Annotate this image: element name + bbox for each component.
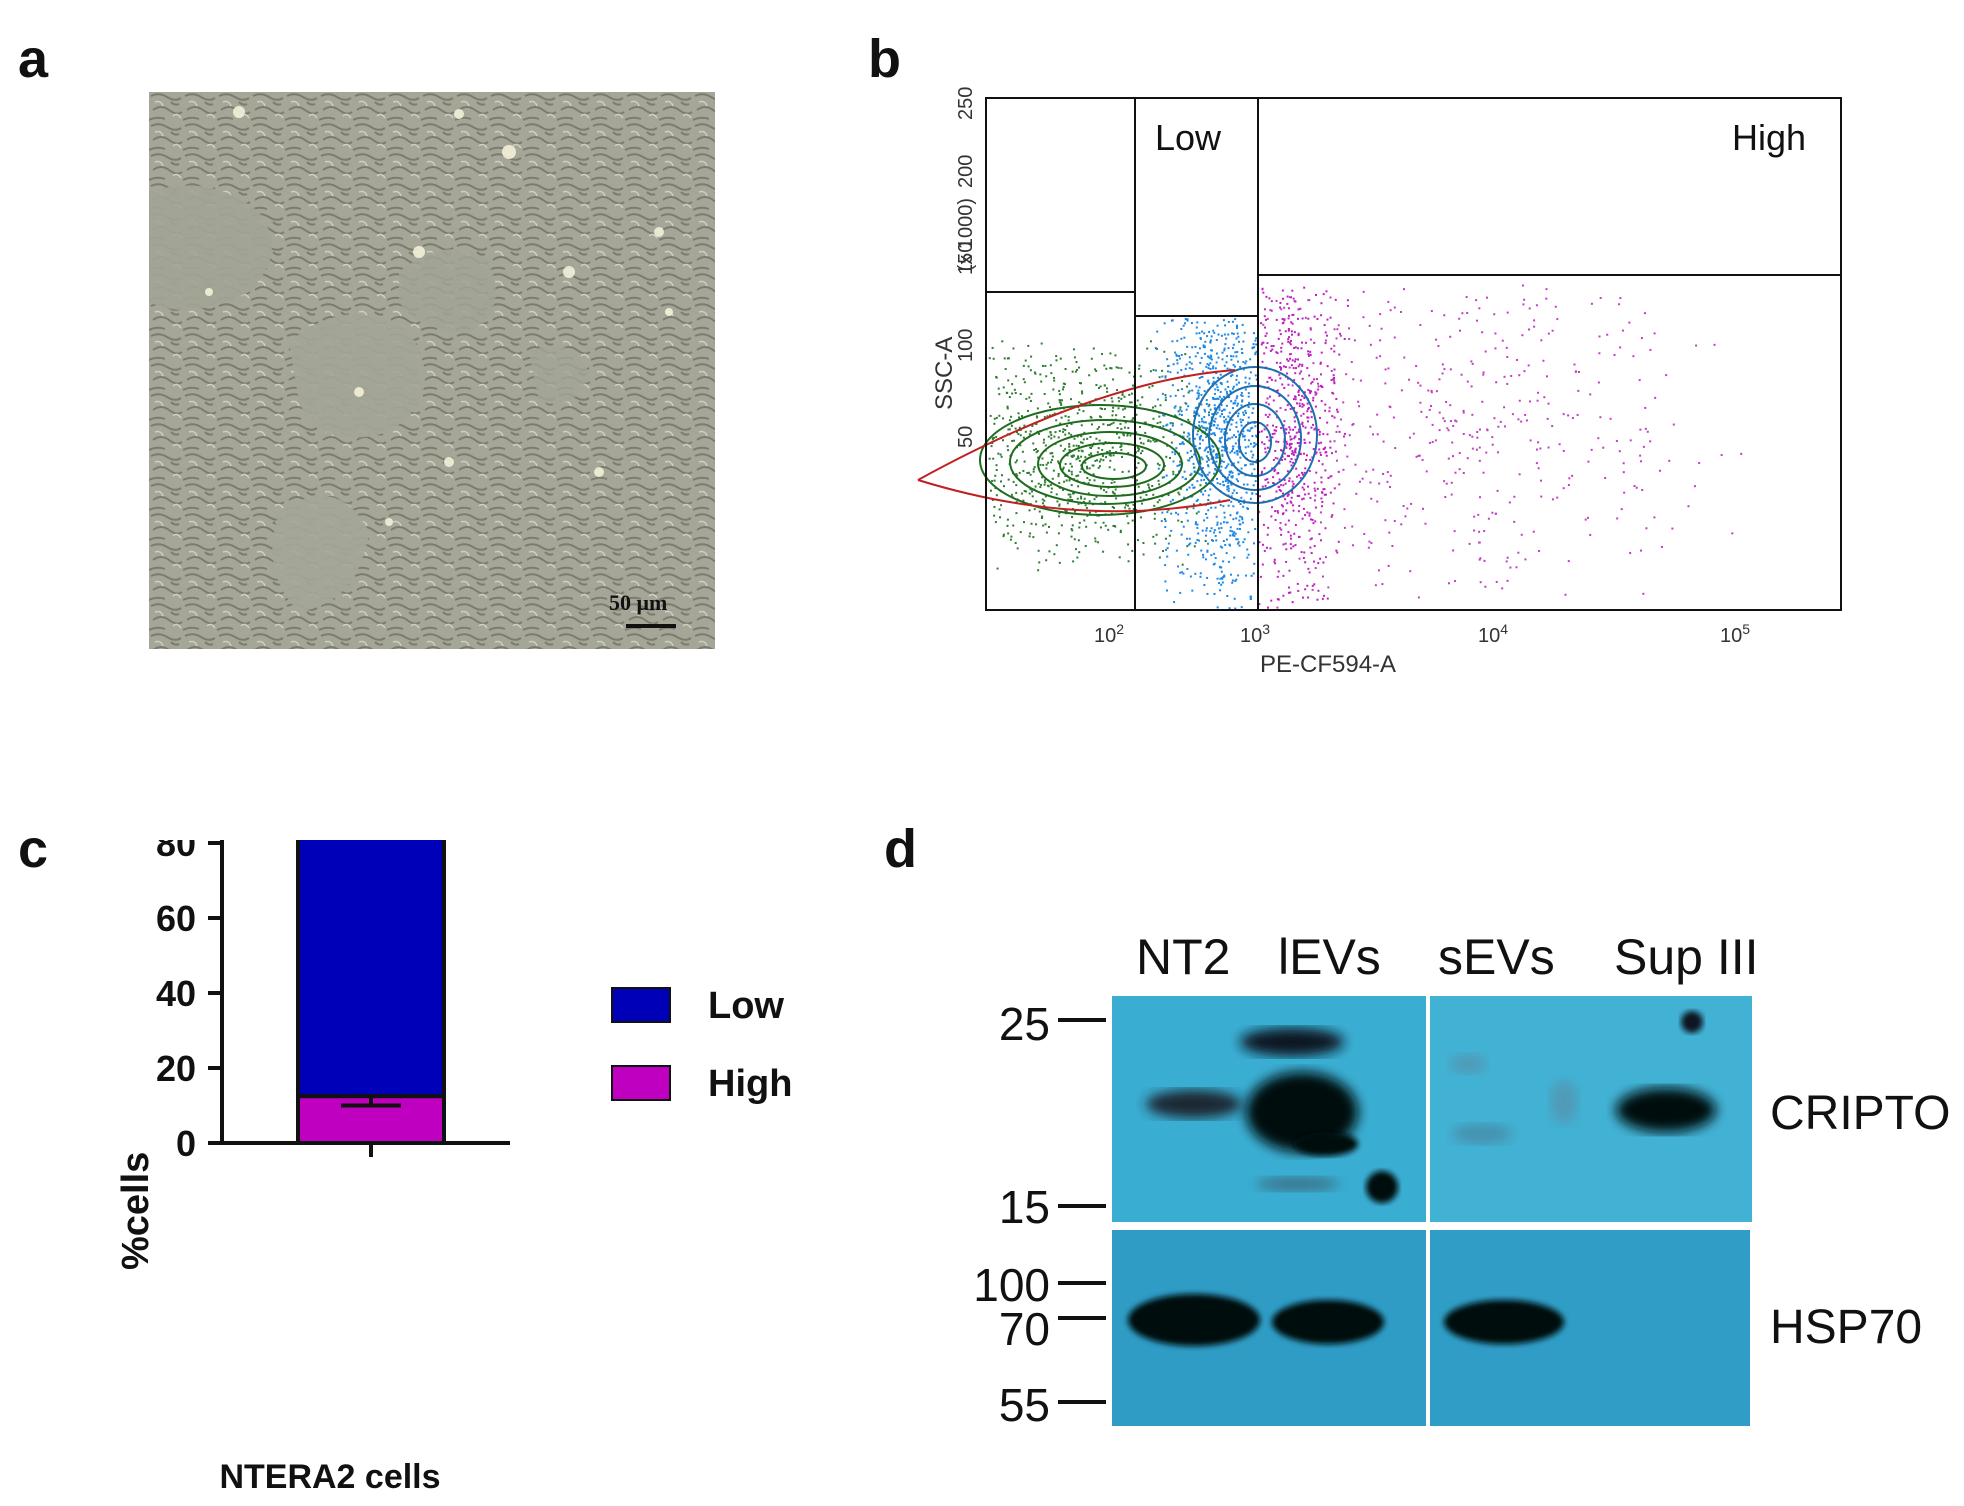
gate-label-low: Low [1155,117,1222,158]
mw-55-tick [1058,1400,1106,1404]
xtick-base-3: 10 [1240,625,1262,647]
hsp70-band-sevs [1444,1300,1564,1344]
gates [985,97,1841,611]
mw-70-tick [1058,1316,1106,1320]
legend-label-high: High [708,1063,792,1105]
flow-yscale: (x 1000) [955,198,977,271]
mw-25: 25 [998,998,1050,1050]
cripto-band-levs-upper [1240,1028,1344,1056]
gate-label-high: High [1732,117,1806,158]
lane-label-sevs: sEVs [1438,929,1555,985]
flow-cytometry-plot: Low High 50 100 150 200 250 (x 1000) SSC… [917,87,1842,678]
cripto-band-nt2 [1146,1090,1242,1118]
cripto-band-levs-lower [1294,1132,1358,1156]
flow-frame [985,97,1842,611]
xtick-base-2: 10 [1094,625,1116,647]
xtick-base-4: 10 [1478,625,1500,647]
panel-letter-b: b [868,29,901,89]
legend-label-low: Low [708,985,784,1027]
cripto-spot-levs [1366,1171,1398,1203]
western-blot-image [1112,996,1752,1426]
legend-swatch-high [611,1065,671,1101]
legend-swatch-low [611,987,671,1023]
protein-label-cripto: CRIPTO [1770,1087,1951,1140]
panel-letter-c: c [18,819,49,879]
lane-label-levs: lEVs [1278,929,1381,985]
xtick-exp-4: 4 [1500,621,1508,637]
blue-contours [1192,366,1318,504]
cripto-band-levs-main [1246,1072,1358,1152]
panel-letter-a: a [18,29,49,89]
mw-100-tick [1058,1281,1106,1285]
bar-xlabel: NTERA2 cells [219,1458,440,1496]
green-contours [979,404,1221,516]
scale-bar-label: 50 μm [609,590,668,615]
lane-label-nt2: NT2 [1136,929,1231,985]
scale-bar [626,624,676,628]
xtick-exp-5: 5 [1742,621,1750,637]
micrograph-texture [149,92,715,649]
svg-text:105: 105 [1720,621,1750,647]
bar-marks [296,840,446,1145]
hsp70-bands [1128,1294,1564,1346]
bar-ytick-label-0: 0 [176,1123,196,1164]
svg-text:102: 102 [1094,621,1124,647]
cripto-bands [1146,1011,1716,1203]
hsp70-band-levs [1272,1300,1384,1344]
cripto-band-sup-iii [1616,1088,1716,1132]
panel-letter-d: d [884,819,917,879]
flow-ylabel: SSC-A [931,337,958,410]
mw-15-tick [1058,1204,1106,1208]
ytick-50: 50 [955,426,977,448]
bar-ytick-label-80: 80 [156,840,196,864]
bar-ytick-label-60: 60 [156,898,196,939]
xtick-base-5: 10 [1720,625,1742,647]
xtick-exp-3: 3 [1262,621,1270,637]
cripto-band-sevs [1452,1124,1512,1144]
mw-70: 70 [998,1303,1050,1355]
cell-micrograph: 50 μm [149,92,715,649]
mw-100: 100 [973,1259,1050,1311]
ytick-200: 200 [955,155,977,188]
svg-text:103: 103 [1240,621,1270,647]
bar-ytick-label-20: 20 [156,1048,196,1089]
ytick-100: 100 [955,329,977,362]
flow-xlabel: PE-CF594-A [1260,651,1396,678]
ytick-250: 250 [955,87,977,120]
bar-ylabel: %cells [115,1152,157,1270]
outer-gate-line [917,369,1236,481]
mw-55: 55 [998,1379,1050,1431]
lane-label-sup-iii: Sup III [1614,929,1759,985]
flow-xticks: 102 103 104 105 [1094,621,1750,647]
svg-text:104: 104 [1478,621,1508,647]
bar-segment-low [296,840,446,1099]
mw-25-tick [1058,1018,1106,1022]
flow-yticks: 50 100 150 200 250 [955,87,977,448]
ytick-150: 150 [955,242,977,275]
stacked-bar-chart: 020406080100120 %cells NTERA2 cells Low … [115,840,792,1496]
bar-ytick-label-40: 40 [156,973,196,1014]
hsp70-band-nt2 [1128,1294,1260,1346]
xtick-exp-2: 2 [1116,621,1124,637]
mw-15: 15 [998,1181,1050,1233]
flow-dots [988,284,1743,610]
bar-axes: 020406080100120 [156,840,510,1164]
protein-label-hsp70: HSP70 [1770,1301,1923,1354]
